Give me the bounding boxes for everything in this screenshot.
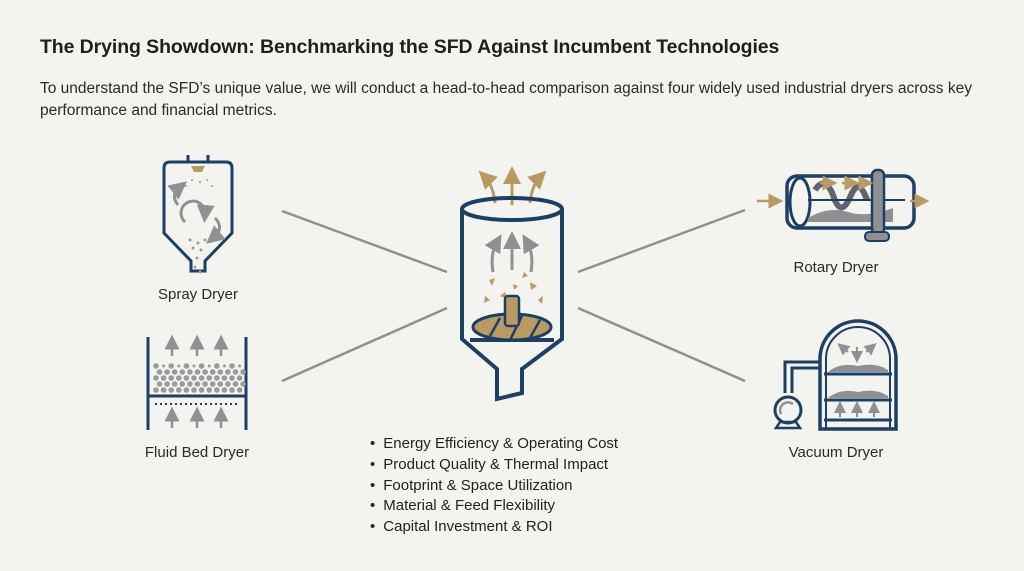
particle (198, 375, 205, 381)
particle (214, 375, 220, 381)
particle (156, 381, 163, 387)
particle (192, 364, 196, 368)
particle (214, 363, 220, 369)
particle (153, 375, 159, 381)
particle (240, 381, 246, 387)
rotary-dryer-icon (757, 168, 930, 242)
particle (217, 369, 224, 375)
particle (214, 387, 220, 393)
particle (156, 369, 163, 375)
particle (206, 387, 212, 393)
particle (209, 369, 216, 375)
particle (160, 387, 167, 393)
particle (168, 387, 174, 393)
particle (206, 375, 212, 381)
particle (240, 369, 246, 375)
particle (221, 387, 228, 393)
spray-dryer-icon (162, 155, 234, 274)
particle (191, 375, 197, 381)
fluid-bed-dryer-icon (146, 334, 248, 430)
connector-rotary (577, 208, 746, 274)
particle (229, 375, 235, 381)
particle (153, 363, 159, 369)
particle (198, 363, 205, 369)
connector-spray (281, 209, 448, 274)
page-title: The Drying Showdown: Benchmarking the SF… (40, 36, 780, 58)
particle (176, 375, 182, 381)
particle (232, 369, 239, 375)
connector-fluid-bed (281, 306, 448, 383)
particle (153, 387, 159, 393)
particle (217, 381, 224, 387)
particle (168, 363, 174, 369)
particle (221, 375, 228, 381)
particle (168, 375, 174, 381)
particle (238, 364, 242, 368)
connector-lines (281, 208, 746, 383)
metric-item: Footprint & Space Utilization (370, 476, 618, 497)
metrics-list: Energy Efficiency & Operating Cost Produ… (370, 434, 618, 538)
particle (222, 364, 226, 368)
particle (162, 364, 166, 368)
particle (198, 387, 205, 393)
metric-item: Energy Efficiency & Operating Cost (370, 434, 618, 455)
particle (229, 387, 235, 393)
vacuum-dryer-label: Vacuum Dryer (788, 444, 884, 461)
particle (236, 387, 243, 393)
particle (194, 381, 201, 387)
metric-item: Material & Feed Flexibility (370, 496, 618, 517)
vacuum-dryer-icon (773, 319, 898, 431)
particle (187, 369, 193, 375)
particle (187, 381, 193, 387)
connector-vacuum (577, 306, 746, 383)
rotary-dryer-label: Rotary Dryer (793, 259, 879, 276)
particle (191, 387, 197, 393)
page-subtitle: To understand the SFD’s unique value, we… (40, 80, 972, 119)
particle (183, 375, 190, 381)
metric-item: Capital Investment & ROI (370, 517, 618, 538)
particle (164, 369, 170, 375)
particle (164, 381, 170, 387)
particle (183, 387, 190, 393)
particle (179, 381, 186, 387)
sfd-dryer-icon (460, 166, 564, 402)
particle (194, 369, 201, 375)
particle (232, 381, 239, 387)
particle (171, 369, 178, 375)
particle (177, 364, 181, 368)
fluid-bed-dryer-label: Fluid Bed Dryer (144, 444, 250, 461)
particle (176, 387, 182, 393)
particle (225, 381, 231, 387)
particle (202, 369, 208, 375)
particle (229, 363, 235, 369)
particle (202, 381, 208, 387)
particle (209, 381, 216, 387)
particle (171, 381, 178, 387)
particle (225, 369, 231, 375)
spray-dryer-label: Spray Dryer (157, 286, 239, 303)
particle (179, 369, 186, 375)
metric-item: Product Quality & Thermal Impact (370, 455, 618, 476)
particle (160, 375, 167, 381)
particle (236, 375, 243, 381)
particle (207, 364, 211, 368)
particle (183, 363, 190, 369)
